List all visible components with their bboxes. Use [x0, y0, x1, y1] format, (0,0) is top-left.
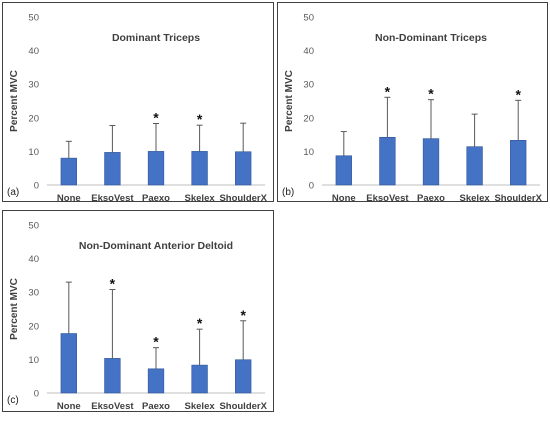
x-tick-label: Skelex [185, 401, 216, 411]
y-tick-label: 10 [28, 355, 39, 366]
y-tick-label: 40 [303, 46, 314, 57]
y-tick-label: 30 [28, 288, 39, 299]
significance-marker: * [110, 276, 116, 292]
bar [147, 368, 165, 394]
x-tick-label: EksoVest [91, 401, 134, 411]
panel-label: (a) [7, 187, 19, 198]
y-tick-label: 40 [28, 46, 39, 57]
x-tick-label: EksoVest [91, 193, 134, 201]
y-tick-label: 50 [28, 221, 39, 232]
x-tick-label: ShoulderX [494, 193, 542, 201]
significance-marker: * [240, 307, 246, 323]
y-tick-label: 30 [303, 80, 314, 91]
bar [60, 333, 77, 394]
x-tick-label: ShoulderX [219, 193, 267, 201]
x-tick-label: Skelex [460, 193, 491, 201]
x-tick-label: Paexo [142, 193, 170, 201]
bar [191, 364, 208, 394]
significance-marker: * [197, 315, 203, 331]
significance-marker: * [153, 110, 159, 126]
x-tick-label: None [57, 193, 81, 201]
x-tick-label: ShoulderX [219, 401, 267, 411]
y-tick-label: 30 [28, 80, 39, 91]
bar [235, 151, 252, 186]
y-tick-label: 20 [303, 113, 314, 124]
x-tick-label: None [332, 193, 356, 201]
y-tick-label: 10 [28, 147, 39, 158]
y-tick-label: 0 [34, 181, 39, 192]
bar [60, 157, 77, 186]
y-tick-label: 50 [303, 13, 314, 24]
bar [335, 155, 352, 186]
y-axis-label: Percent MVC [284, 70, 295, 132]
bar [104, 152, 121, 186]
bar [191, 151, 208, 186]
chart-panel-b: 0 10 20 30 40 50 Percent MVC Non-Dominant Trice… [277, 2, 548, 202]
chart-title: Non-Dominant Anterior Deltoid [79, 240, 233, 252]
chart-panel-a: 0 10 20 30 40 50 Percent MVC Dominant Triceps No… [2, 2, 274, 202]
x-tick-label: EksoVest [366, 193, 409, 201]
chart-panel-c: 0 10 20 30 40 50 Percent MVC Non-Dominant Anter… [2, 210, 274, 412]
x-tick-label: Skelex [185, 193, 216, 201]
x-tick-label: None [57, 401, 81, 411]
y-tick-label: 40 [28, 254, 39, 265]
y-tick-label: 0 [34, 389, 39, 400]
y-tick-label: 50 [28, 13, 39, 24]
bar [379, 136, 396, 186]
chart-svg-b: 0 10 20 30 40 50 Percent MVC Non-Dominant Trice… [282, 13, 543, 202]
chart-title: Dominant Triceps [112, 32, 200, 44]
x-tick-label: Paexo [142, 401, 170, 411]
y-axis-label: Percent MVC [9, 278, 20, 340]
bar [104, 358, 121, 394]
panel-label: (b) [282, 187, 294, 198]
y-tick-label: 0 [309, 181, 314, 192]
chart-svg-c: 0 10 20 30 40 50 Percent MVC Non-Dominant Anter… [7, 221, 268, 412]
y-axis-label: Percent MVC [9, 70, 20, 132]
significance-marker: * [197, 111, 203, 127]
y-tick-label: 20 [28, 321, 39, 332]
bar [510, 140, 527, 186]
significance-marker: * [153, 334, 159, 350]
bar [422, 138, 440, 186]
chart-svg-a: 0 10 20 30 40 50 Percent MVC Dominant Triceps No… [7, 13, 268, 202]
y-tick-label: 20 [28, 113, 39, 124]
bar [147, 151, 165, 186]
significance-marker: * [428, 86, 434, 102]
panel-label: (c) [7, 395, 19, 406]
y-tick-label: 10 [303, 147, 314, 158]
chart-title: Non-Dominant Triceps [375, 32, 487, 44]
bar [235, 359, 252, 394]
bar [466, 146, 483, 186]
significance-marker: * [515, 86, 521, 102]
x-tick-label: Paexo [417, 193, 445, 201]
significance-marker: * [385, 83, 391, 99]
